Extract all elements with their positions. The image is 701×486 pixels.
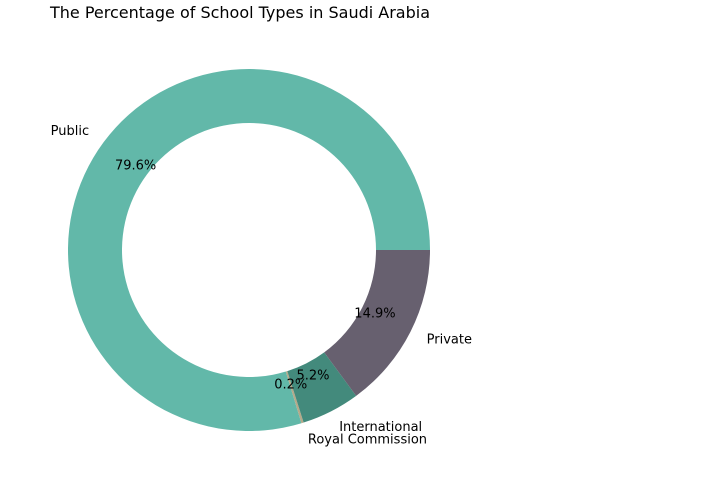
pct-label-public: 79.6% <box>115 158 156 173</box>
slice-public <box>68 68 430 431</box>
category-label-private: Private <box>427 332 472 347</box>
pct-label-international: 5.2% <box>296 368 329 383</box>
slice-private <box>324 250 430 396</box>
slice-international <box>287 352 357 423</box>
pct-label-private: 14.9% <box>354 306 395 321</box>
donut-slices <box>68 68 430 431</box>
chart-title: The Percentage of School Types in Saudi … <box>49 3 430 22</box>
category-label-international: International <box>339 420 422 435</box>
category-label-royal-commission: Royal Commission <box>308 433 427 448</box>
category-label-public: Public <box>51 124 89 139</box>
pct-label-royal-commission: 0.2% <box>274 377 307 392</box>
slice-royal-commission <box>285 371 304 424</box>
slice-labels: 79.6% Public 0.2% Royal Commission 5.2% Inter… <box>51 124 472 448</box>
